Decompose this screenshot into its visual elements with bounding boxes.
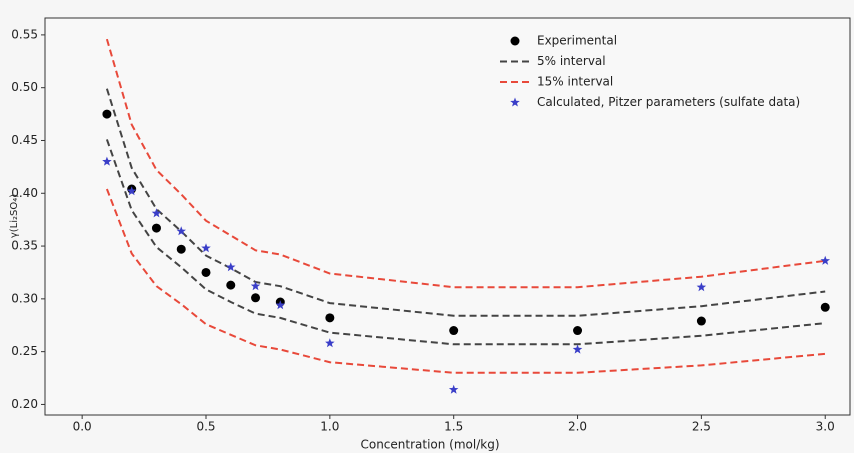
x-tick-label: 1.5: [444, 420, 463, 434]
x-axis-label: Concentration (mol/kg): [360, 438, 499, 452]
experimental-point: [176, 244, 186, 254]
calculated-point: [176, 226, 186, 236]
y-tick-label: 0.35: [11, 239, 38, 253]
y-tick-label: 0.45: [11, 133, 38, 147]
calculated-point: [275, 300, 286, 310]
experimental-point: [573, 326, 583, 336]
experimental-point: [325, 313, 335, 323]
calculated-point: [572, 344, 583, 354]
y-tick-label: 0.25: [11, 344, 38, 358]
x-tick-label: 1.0: [320, 420, 339, 434]
calculated-point: [448, 384, 459, 394]
y-tick-label: 0.30: [11, 291, 38, 305]
interval-line: [105, 38, 826, 289]
legend-label: 5% interval: [537, 54, 606, 68]
experimental-point: [226, 280, 236, 290]
x-tick-label: 0.5: [196, 420, 215, 434]
legend-swatch: [510, 97, 520, 107]
calculated-point: [820, 255, 830, 265]
y-axis-label: γ(Li₂SO₄): [9, 194, 20, 238]
experimental-point: [449, 326, 459, 336]
interval-line: [105, 188, 826, 374]
legend-label: Experimental: [537, 34, 617, 48]
calculated-point: [325, 338, 335, 348]
calculated-point: [226, 262, 236, 272]
calculated-point: [696, 282, 707, 292]
calculated-point: [201, 243, 211, 253]
legend-label: 15% interval: [537, 75, 613, 89]
experimental-point: [151, 223, 161, 233]
experimental-point: [251, 293, 261, 303]
calculated-point: [250, 281, 261, 291]
calculated-point: [126, 186, 137, 196]
x-tick-label: 2.0: [568, 420, 587, 434]
x-tick-label: 0.0: [73, 420, 92, 434]
x-tick-label: 3.0: [816, 420, 835, 434]
plot-frame: [44, 17, 851, 416]
experimental-point: [102, 109, 112, 119]
experimental-point: [201, 267, 211, 277]
y-tick-label: 0.55: [11, 27, 38, 41]
x-tick-label: 2.5: [692, 420, 711, 434]
y-tick-label: 0.50: [11, 80, 38, 94]
y-tick-label: 0.20: [11, 397, 38, 411]
legend-swatch: [510, 36, 520, 46]
experimental-point: [820, 302, 830, 312]
calculated-point: [102, 156, 112, 166]
y-tick-label: 0.40: [11, 186, 38, 200]
calculated-point: [151, 208, 162, 218]
legend-label: Calculated, Pitzer parameters (sulfate d…: [537, 95, 800, 109]
experimental-point: [696, 316, 706, 326]
interval-line: [105, 139, 826, 346]
